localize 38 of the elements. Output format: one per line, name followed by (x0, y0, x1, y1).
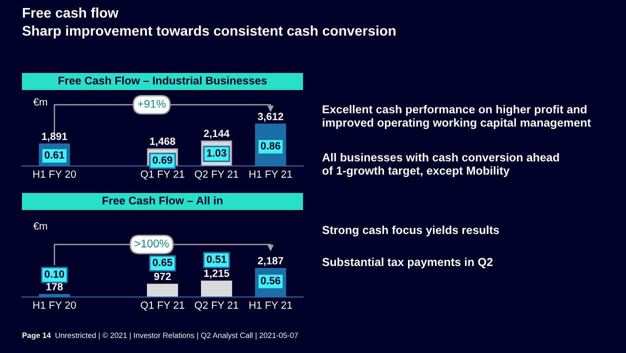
data-label: 2,144 (204, 130, 230, 139)
data-label: 3,612 (258, 112, 284, 122)
bar (200, 280, 232, 297)
data-label: 1,468 (150, 138, 176, 146)
x-tick-label: H1 FY 20 (33, 170, 76, 178)
bar (146, 284, 178, 297)
annotation: 0.61 (44, 151, 64, 159)
y-axis-title: €m (33, 222, 48, 230)
chart-title: Free Cash Flow – Industrial Businesses (58, 76, 267, 84)
x-tick-label: H1 FY 21 (250, 301, 292, 309)
data-label: 1,215 (204, 270, 230, 278)
text: Sharp improvement towards consistent cash conversion (22, 26, 396, 38)
data-label: 972 (154, 272, 171, 280)
annotation: 0.86 (260, 142, 280, 150)
data-label: 1,891 (42, 132, 68, 142)
text: All businesses with cash conversion ahead of 1-growth target, except Mobility (322, 152, 559, 178)
data-label: 2,187 (258, 257, 284, 266)
data-label: 178 (46, 283, 63, 290)
x-tick-label: Q1 FY 21 (140, 170, 184, 180)
annotation: 0.69 (152, 156, 172, 164)
x-tick-label: Q2 FY 21 (194, 301, 238, 311)
text: >100% (134, 240, 169, 248)
x-tick-label: H1 FY 20 (33, 301, 76, 309)
annotation: 0.51 (206, 256, 226, 263)
x-tick-label: Q2 FY 21 (194, 170, 238, 180)
text: Substantial tax payments in Q2 (322, 258, 493, 268)
annotation: 0.56 (260, 276, 280, 284)
chart-title: Free Cash Flow – All in (102, 196, 222, 204)
y-axis-title: €m (33, 98, 48, 106)
annotation: 1.03 (207, 149, 226, 157)
annotation: 0.65 (152, 258, 172, 266)
annotation: 0.10 (44, 270, 64, 278)
text: Strong cash focus yields results (322, 226, 499, 236)
x-tick-label: Q1 FY 21 (140, 301, 184, 311)
x-tick-label: H1 FY 21 (250, 170, 292, 178)
text: +91% (138, 100, 166, 108)
text: Free cash flow (22, 8, 119, 18)
text: Excellent cash performance on higher profit and improved operating working capital management (322, 104, 591, 130)
